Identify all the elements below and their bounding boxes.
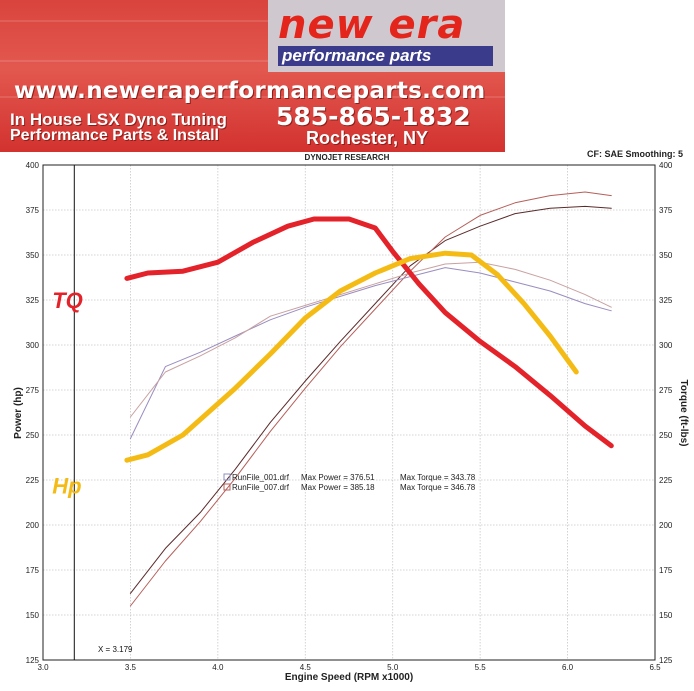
legend-run7-file: RunFile_007.drf	[232, 483, 290, 492]
y2-tick-label: 400	[659, 161, 673, 170]
phone-number: 585-865-1832	[276, 102, 471, 131]
chart-settings: CF: SAE Smoothing: 5	[587, 149, 683, 159]
series-line-run1-torque	[129, 267, 612, 440]
legend-run1-max-power: Max Power = 376.51	[301, 473, 375, 482]
service-line-2: Performance Parts & Install	[10, 127, 219, 144]
y-tick-label: 175	[26, 566, 40, 575]
y-tick-label: 400	[26, 161, 40, 170]
y2-tick-labels: 125 150 175 200 225 250 275 300 325 350 375 400	[659, 161, 673, 665]
y-tick-label: 350	[26, 251, 40, 260]
y-tick-label: 250	[26, 431, 40, 440]
y2-tick-label: 275	[659, 386, 673, 395]
x-axis-label: Engine Speed (RPM x1000)	[285, 672, 413, 683]
legend: RunFile_001.drf Max Power = 376.51 Max T…	[223, 473, 476, 492]
x-tick-label: 4.5	[300, 663, 312, 672]
x-tick-label: 3.5	[125, 663, 137, 672]
service-line-1: In House LSX Dyno Tuning	[10, 110, 227, 129]
chart-title: DYNOJET RESEARCH	[305, 153, 390, 162]
series-line-run7-torque	[129, 261, 612, 418]
website-text: www.neweraperformanceparts.com	[14, 78, 486, 104]
y-tick-label: 150	[26, 611, 40, 620]
x-tick-label: 5.5	[475, 663, 487, 672]
x-tick-labels: 3.0 3.5 4.0 4.5 5.0 5.5 6.0 6.5	[37, 663, 661, 672]
y2-tick-label: 225	[659, 476, 673, 485]
y-tick-label: 300	[26, 341, 40, 350]
y2-tick-label: 325	[659, 296, 673, 305]
y2-axis-label: Torque (ft-lbs)	[678, 379, 689, 446]
y-tick-label: 325	[26, 296, 40, 305]
y-tick-label: 125	[26, 656, 40, 665]
series-line-hp-marker	[124, 250, 579, 463]
legend-run7-max-power: Max Power = 385.18	[301, 483, 375, 492]
x-tick-label: 6.0	[562, 663, 574, 672]
y2-tick-label: 200	[659, 521, 673, 530]
banner-stripe	[0, 20, 505, 22]
y-tick-label: 225	[26, 476, 40, 485]
advertising-banner: new era performance parts www.neweraperf…	[0, 0, 505, 152]
grid	[42, 164, 656, 661]
legend-run1-max-torque: Max Torque = 343.78	[400, 473, 476, 482]
series-line-run7-power	[129, 191, 612, 607]
banner-stripe	[0, 96, 505, 98]
y-tick-label: 375	[26, 206, 40, 215]
y-tick-labels: 125 150 175 200 225 250 275 300 325 350 375 400	[26, 161, 40, 665]
legend-run7-max-torque: Max Torque = 346.78	[400, 483, 476, 492]
legend-run1-file: RunFile_001.drf	[232, 473, 290, 482]
x-tick-label: 6.5	[649, 663, 661, 672]
y2-tick-label: 125	[659, 656, 673, 665]
y-tick-label: 200	[26, 521, 40, 530]
tagline-box	[278, 46, 493, 66]
series-line-run1-power	[129, 205, 612, 594]
series-line-tq-marker	[124, 216, 614, 449]
x-tick-label: 5.0	[387, 663, 399, 672]
annotation-hp: Hp	[52, 473, 81, 498]
y2-tick-label: 375	[659, 206, 673, 215]
y2-tick-label: 150	[659, 611, 673, 620]
tagline: performance parts	[282, 46, 432, 65]
y-axis-label: Power (hp)	[13, 387, 24, 439]
x-tick-label: 4.0	[212, 663, 224, 672]
legend-swatch-run7	[223, 483, 231, 491]
legend-swatch-run1	[223, 473, 231, 481]
brand-logo: new era	[278, 2, 466, 48]
banner-stripe	[0, 60, 505, 62]
x-tick-label: 3.0	[37, 663, 49, 672]
city-text: Rochester, NY	[306, 128, 429, 148]
series-lines	[124, 191, 614, 607]
y2-tick-label: 300	[659, 341, 673, 350]
y2-tick-label: 350	[659, 251, 673, 260]
annotation-tq: TQ	[52, 288, 83, 313]
y2-tick-label: 175	[659, 566, 673, 575]
cursor-label: X = 3.179	[98, 645, 133, 654]
plot-frame	[42, 164, 656, 661]
y-tick-label: 275	[26, 386, 40, 395]
y2-tick-label: 250	[659, 431, 673, 440]
